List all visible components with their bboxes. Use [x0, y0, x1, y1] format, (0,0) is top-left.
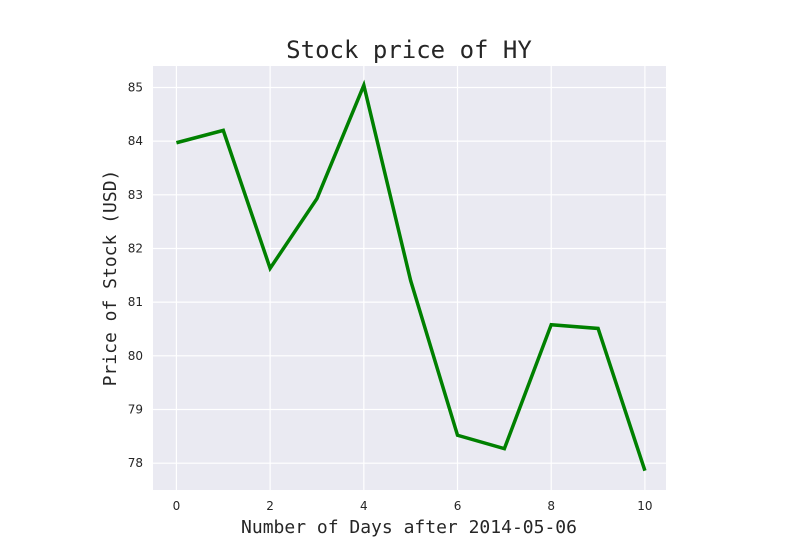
y-tick-label: 84	[128, 134, 143, 148]
y-tick-label: 83	[128, 188, 143, 202]
series-line	[175, 79, 647, 472]
chart-title: Stock price of HY	[286, 36, 532, 64]
y-tick-label: 78	[128, 456, 143, 470]
y-tick-label: 80	[128, 349, 143, 363]
y-tick-label: 82	[128, 241, 143, 255]
y-axis-title: Price of Stock (USD)	[100, 170, 121, 387]
x-tick-label: 8	[547, 499, 555, 513]
y-tick-label: 85	[128, 80, 143, 94]
x-tick-label: 4	[360, 499, 368, 513]
y-axis-ticks: 78 79 80 81 82 83 84 85	[128, 80, 143, 470]
x-tick-label: 2	[266, 499, 274, 513]
y-tick-label: 81	[128, 295, 143, 309]
y-tick-label: 79	[128, 402, 143, 416]
grid-lines	[153, 66, 666, 490]
x-tick-label: 10	[637, 499, 652, 513]
x-tick-label: 6	[454, 499, 462, 513]
series-layer	[175, 79, 647, 472]
x-axis-title: Number of Days after 2014-05-06	[241, 517, 577, 538]
x-axis-ticks: 0 2 4 6 8 10	[173, 499, 653, 513]
x-tick-label: 0	[173, 499, 181, 513]
